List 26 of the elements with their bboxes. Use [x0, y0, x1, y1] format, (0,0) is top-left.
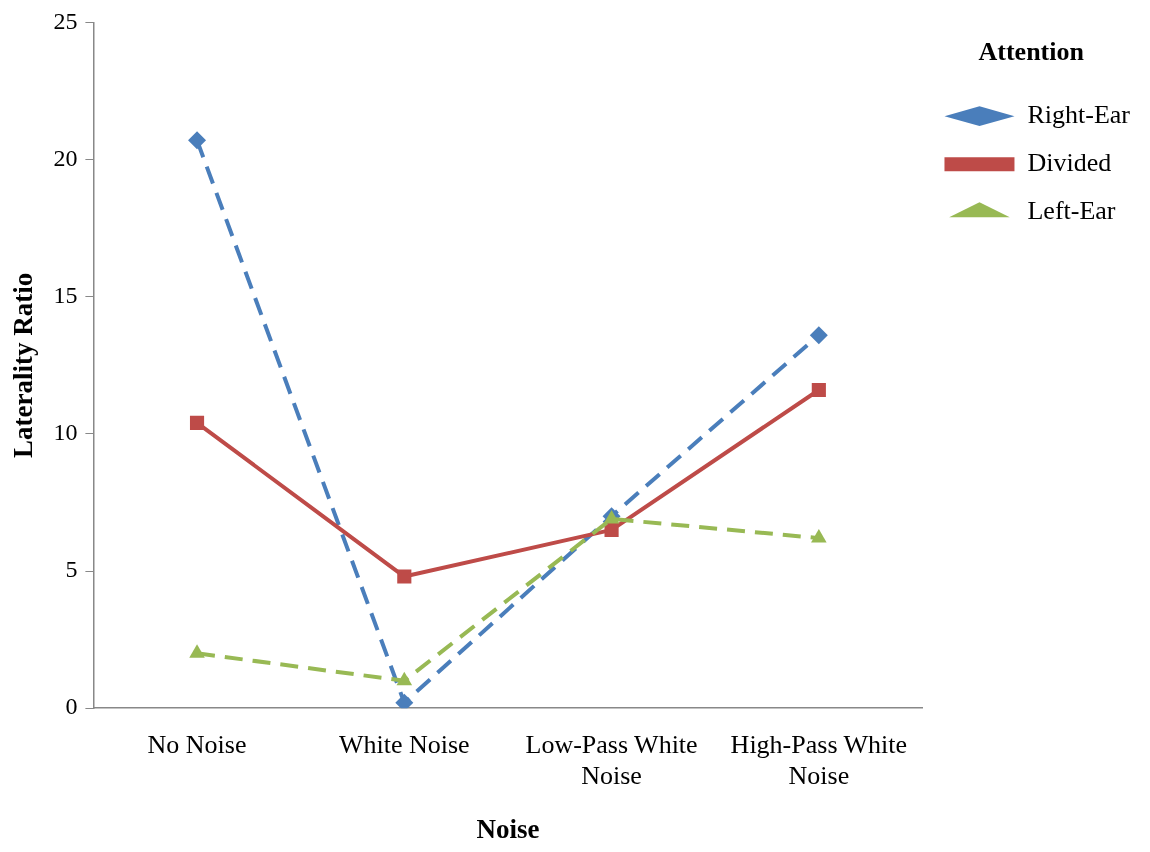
point — [604, 522, 619, 537]
point — [395, 693, 414, 709]
point — [397, 569, 412, 584]
point — [396, 671, 413, 686]
y-tick-label: 20 — [53, 144, 78, 171]
point — [188, 131, 207, 150]
point — [809, 326, 828, 345]
point — [189, 644, 205, 658]
point — [811, 382, 826, 398]
x-tick-label: Low-Pass White Noise — [525, 729, 698, 790]
x-tick-label: White Noise — [338, 729, 470, 759]
legend-label: Right-Ear — [1027, 100, 1131, 130]
y-tick-label: 10 — [53, 419, 78, 446]
legend-title: Attention — [978, 36, 1085, 66]
point — [811, 529, 827, 543]
y-axis-title: Laterality Ratio — [8, 272, 39, 458]
y-tick-label: 25 — [53, 7, 78, 34]
y-tick-label: 5 — [65, 556, 78, 583]
x-tick-label: High-Pass White Noise — [730, 729, 908, 790]
legend-label: Divided — [1027, 148, 1112, 178]
x-tick-label: No Noise — [147, 729, 247, 759]
point — [189, 415, 205, 430]
y-tick-label: 0 — [65, 693, 78, 720]
y-tick-label: 15 — [53, 282, 78, 309]
x-axis-title: Noise — [476, 813, 540, 844]
legend-label: Left-Ear — [1027, 196, 1116, 226]
